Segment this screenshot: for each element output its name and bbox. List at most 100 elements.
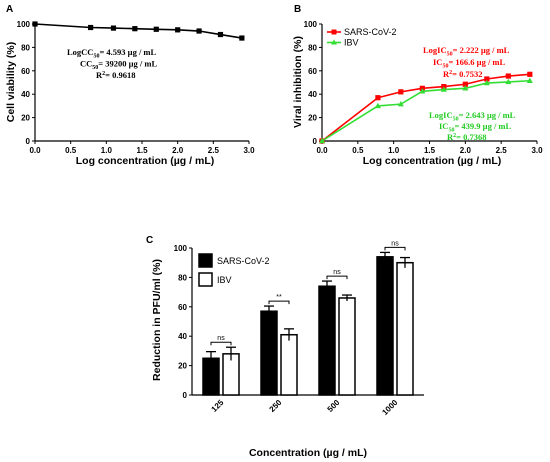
y-tick-label-b: 60 [308, 67, 317, 76]
y-tick-label-c: 0 [183, 391, 188, 400]
y-tick-label-b: 80 [308, 43, 317, 52]
bar-ibv [280, 333, 298, 396]
legend-marker-b [331, 39, 337, 45]
bar-sars [260, 310, 278, 396]
significance-bracket [210, 341, 232, 346]
x-tick-label-b: 1.0 [388, 146, 400, 155]
annotation-ibv-b: LogIC50= 2.643 µg / mL [429, 110, 516, 123]
data-point-b-0 [505, 73, 511, 79]
y-tick-label-c: 100 [174, 244, 188, 253]
data-point-a-0 [110, 25, 117, 31]
bar-sars [376, 256, 394, 396]
y-tick-label-a: 20 [21, 114, 30, 123]
significance-label: ns [333, 269, 341, 276]
ticks-b: 0 20 40 60 80 100 0.0 0.5 1.0 1.5 2.0 2.5 3.0 [304, 20, 543, 155]
data-point-b-0 [527, 71, 533, 77]
y-tick-label-a: 100 [17, 20, 31, 29]
data-point-a-0 [88, 24, 94, 31]
data-point-a-0 [132, 26, 138, 32]
annotation-line-a: LogCC50= 4.593 µg / mL [67, 47, 157, 60]
annotation-ibv-b: IC50= 439.9 µg / mL [439, 121, 512, 134]
data-point-b-1 [505, 78, 512, 85]
marks-a [32, 21, 245, 41]
legend-label-c: IBV [217, 275, 232, 285]
annotation-sars-b: IC50= 166.6 µg / mL [433, 57, 506, 70]
y-tick-label-a: 80 [21, 43, 30, 52]
x-tick-label-a: 0.0 [29, 146, 41, 155]
annotation-sars-b: R2= 0.7532 [443, 69, 482, 79]
significance-bracket [326, 275, 348, 280]
x-tick-label-b: 2.5 [496, 146, 508, 155]
x-tick-label-c: 250 [268, 398, 284, 414]
data-point-a-0 [196, 28, 202, 34]
y-tick-label-b: 40 [308, 90, 317, 99]
y-tick-label-c: 60 [178, 303, 187, 312]
chart-panel-b: B 0 20 40 60 80 100 0.0 0.5 1.0 1.5 2.0 2.5 3.0 Log … [292, 4, 543, 167]
data-point-a-0 [239, 35, 245, 41]
x-tick-label-a: 2.0 [172, 146, 184, 155]
y-tick-label-a: 40 [21, 90, 30, 99]
x-axis-label-a: Log concentration (µg / mL) [76, 155, 214, 167]
panel-label-b: B [294, 4, 301, 15]
bar-ibv [396, 261, 414, 396]
x-tick-label-a: 2.5 [208, 146, 220, 155]
legend-label-b: IBV [344, 38, 359, 48]
data-point-b-1 [526, 77, 533, 83]
y-tick-label-b: 0 [313, 137, 318, 146]
x-tick-label-b: 3.0 [531, 146, 543, 155]
data-point-b-1 [440, 86, 447, 92]
chart-panel-c: C 0 20 40 60 80 100 125 250 500 1000 ns ** ns ns SAR… [146, 235, 424, 459]
x-tick-label-c: 125 [210, 398, 226, 414]
x-tick-label-a: 1.5 [136, 146, 148, 155]
y-tick-label-b: 20 [308, 114, 317, 123]
y-axis-label-a: Cell viability (%) [5, 42, 17, 123]
bar-ibv [338, 297, 356, 396]
legend-label-b: SARS-CoV-2 [344, 27, 397, 37]
data-point-b-0 [398, 89, 404, 95]
legend-c: SARS-CoV-2 IBV [198, 253, 270, 287]
significance-bracket [384, 246, 406, 251]
data-point-b-1 [397, 100, 404, 107]
data-point-a-0 [175, 27, 181, 33]
legend-label-c: SARS-CoV-2 [217, 256, 270, 266]
legend-marker-b [331, 29, 337, 35]
y-tick-label-c: 20 [178, 362, 187, 371]
annotation-ibv-b: R2= 0.7368 [447, 132, 486, 142]
legend-swatch-c [198, 272, 213, 287]
data-point-b-1 [419, 88, 426, 94]
significance-label: ** [276, 294, 282, 301]
x-tick-label-b: 1.5 [424, 146, 436, 155]
y-tick-label-a: 60 [21, 67, 30, 76]
data-point-a-0 [32, 21, 38, 27]
x-tick-label-c: 500 [326, 398, 342, 414]
panel-label-a: A [6, 4, 13, 15]
y-axis-label-c: Reduction in PFU/ml (%) [151, 259, 163, 381]
chart-panel-a: A 0 20 40 60 80 100 0.0 0.5 1.0 1.5 2.0 2.5 3.0 Log … [5, 4, 255, 167]
legend-swatch-c [198, 253, 213, 268]
x-tick-label-b: 0.0 [316, 146, 328, 155]
x-axis-label-c: Concentration (µg / mL) [249, 447, 367, 459]
x-tick-label-a: 3.0 [243, 146, 255, 155]
annotation-line-a: R2= 0.9618 [96, 70, 135, 80]
marks-b [319, 71, 533, 144]
significance-bracket [268, 300, 290, 305]
data-point-b-1 [462, 85, 469, 91]
data-point-a-0 [217, 31, 224, 38]
x-tick-label-a: 0.5 [65, 146, 77, 155]
panel-label-c: C [146, 235, 153, 246]
significance-label: ns [391, 240, 399, 247]
bars-c: ns ** ns ns [202, 240, 414, 396]
series-line-a-0 [34, 23, 242, 39]
data-point-b-0 [462, 81, 468, 87]
y-tick-label-a: 0 [26, 137, 31, 146]
x-axis-label-b: Log concentration (µg / mL) [363, 155, 501, 167]
y-axis-label-b: Viral inhibition (%) [292, 36, 304, 128]
annotation-line-a: CC50= 39200 µg / mL [80, 59, 157, 72]
significance-label: ns [217, 335, 225, 342]
ticks-a: 0 20 40 60 80 100 0.0 0.5 1.0 1.5 2.0 2.5 3.0 [17, 20, 255, 155]
data-point-b-0 [375, 95, 381, 101]
